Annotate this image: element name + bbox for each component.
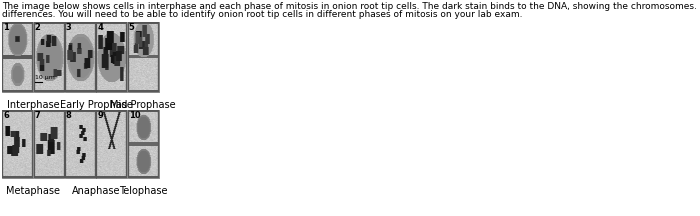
Text: Metaphase: Metaphase	[6, 186, 60, 196]
Text: Anaphase: Anaphase	[72, 186, 120, 196]
Text: The image below shows cells in interphase and each phase of mitosis in onion roo: The image below shows cells in interphas…	[2, 2, 700, 11]
Bar	[97, 110, 127, 178]
Bar	[128, 110, 159, 178]
Text: 7: 7	[34, 111, 41, 121]
Bar	[2, 22, 33, 92]
Bar	[34, 22, 64, 92]
Text: Interphase: Interphase	[7, 100, 60, 110]
Text: differences. You will need to be able to identify onion root tip cells in differ: differences. You will need to be able to…	[2, 10, 523, 19]
Bar	[65, 22, 96, 92]
Text: 2: 2	[34, 24, 41, 32]
Text: 8: 8	[66, 111, 71, 121]
Text: 6: 6	[3, 111, 9, 121]
Text: Mid Prophase: Mid Prophase	[111, 100, 176, 110]
Text: Telophase: Telophase	[119, 186, 167, 196]
Text: Early Prophase: Early Prophase	[60, 100, 132, 110]
Text: 10: 10	[129, 111, 140, 121]
Text: 10 μm: 10 μm	[35, 76, 55, 81]
Bar	[65, 110, 96, 178]
Text: 3: 3	[66, 24, 71, 32]
Bar	[128, 22, 159, 92]
Text: 4: 4	[97, 24, 103, 32]
Text: 5: 5	[129, 24, 134, 32]
Bar	[34, 110, 64, 178]
Text: 1: 1	[3, 24, 9, 32]
Bar	[97, 22, 127, 92]
Bar	[2, 110, 33, 178]
Text: 9: 9	[97, 111, 103, 121]
